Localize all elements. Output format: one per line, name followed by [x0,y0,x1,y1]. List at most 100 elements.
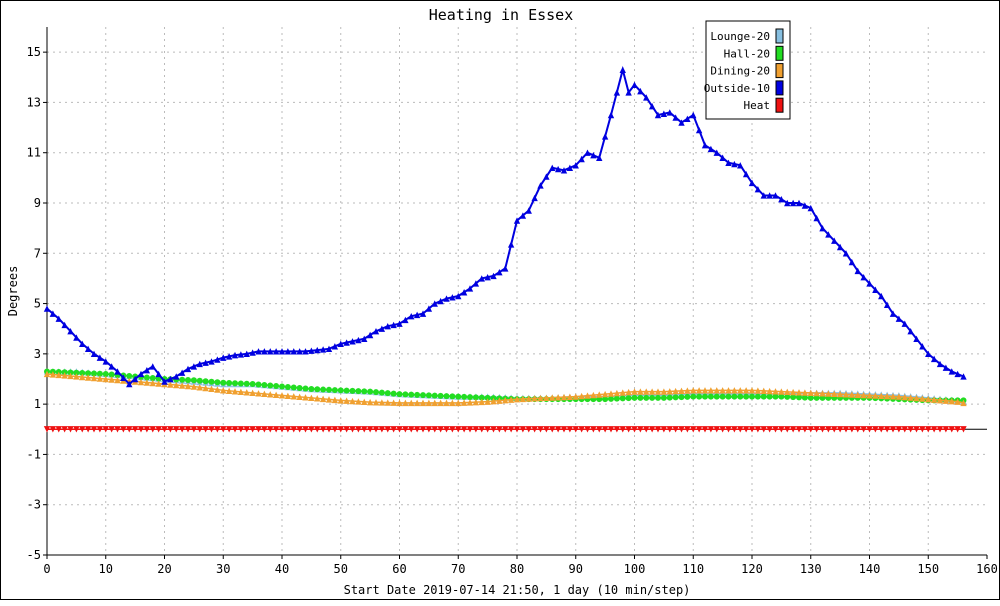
point-heat [349,426,356,433]
point-outside-10 [549,164,556,171]
point-heat [361,426,368,433]
point-heat [396,426,403,433]
x-tick-label: 30 [216,562,230,576]
point-dining-20 [361,398,368,405]
point-dining-20 [325,396,333,403]
axes: 0 10 20 30 40 50 60 70 80 90 100 110 120 130 140 150 160… [27,27,998,576]
point-outside-10 [678,119,685,126]
point-heat [243,426,250,433]
point-heat [143,426,151,433]
point-dining-20 [789,388,797,396]
point-dining-20 [408,399,415,407]
point-heat [578,426,585,433]
point-outside-10 [525,207,532,214]
point-dining-20 [795,389,803,396]
point-outside-10 [690,111,697,119]
point-hall-20 [249,381,256,388]
point-heat [648,426,656,433]
point-dining-20 [737,387,744,394]
point-outside-10 [161,378,168,385]
point-dining-20 [713,387,720,394]
point-heat [801,426,809,433]
point-hall-20 [702,393,708,400]
point-heat [325,426,333,433]
series-heat [43,426,967,433]
point-outside-10 [114,368,121,375]
point-heat [114,426,121,433]
point-heat [543,426,550,433]
point-hall-20 [232,380,238,387]
point-heat [231,426,239,433]
point-outside-10 [766,192,773,199]
point-heat [84,426,92,433]
point-dining-20 [801,389,809,396]
point-hall-20 [813,394,820,401]
point-heat [220,426,227,433]
point-heat [631,426,638,433]
point-dining-20 [936,396,944,404]
point-outside-10 [807,204,814,212]
point-dining-20 [572,393,579,400]
point-outside-10 [378,325,386,332]
point-outside-10 [137,370,145,378]
point-hall-20 [690,393,697,400]
point-dining-20 [660,388,668,395]
point-outside-10 [290,348,297,355]
point-outside-10 [925,350,932,358]
point-hall-20 [261,382,268,389]
point-hall-20 [678,394,685,401]
point-heat [319,426,327,433]
point-outside-10 [695,126,703,134]
point-heat [437,426,444,433]
point-outside-10 [719,154,726,161]
point-dining-20 [754,387,762,394]
point-dining-20 [402,399,409,407]
point-heat [813,426,820,433]
x-tick-label: 10 [99,562,113,576]
point-dining-20 [919,395,926,402]
point-hall-20 [255,381,262,388]
point-dining-20 [631,388,638,395]
point-heat [942,426,950,433]
point-dining-20 [55,371,62,379]
point-heat [789,426,797,433]
point-dining-20 [355,398,362,405]
point-outside-10 [848,258,856,266]
point-hall-20 [784,393,791,400]
x-tick-label: 140 [859,562,881,576]
point-dining-20 [255,390,262,397]
point-heat [731,426,738,433]
point-heat [637,426,644,433]
point-dining-20 [67,372,74,380]
point-heat [214,426,221,433]
point-dining-20 [237,388,245,396]
point-outside-10 [831,237,838,244]
point-heat [455,426,462,433]
point-dining-20 [842,391,850,398]
point-dining-20 [625,388,632,396]
point-dining-20 [190,383,198,390]
point-heat [413,426,421,433]
point-hall-20 [126,372,133,379]
grid-lines [47,27,987,555]
point-outside-10 [596,154,603,161]
point-dining-20 [560,393,568,401]
point-hall-20 [361,388,368,395]
point-outside-10 [960,373,967,380]
y-tick-label: 13 [27,95,41,109]
point-hall-20 [449,393,456,400]
x-tick-label: 100 [624,562,646,576]
point-heat [643,426,650,433]
point-dining-20 [79,373,86,381]
point-outside-10 [860,273,867,281]
point-dining-20 [278,392,286,399]
point-outside-10 [61,321,68,329]
point-hall-20 [719,393,726,400]
point-dining-20 [337,397,344,404]
point-outside-10 [919,343,926,350]
point-dining-20 [519,395,527,403]
point-dining-20 [431,399,438,407]
point-outside-10 [396,320,403,327]
point-hall-20 [649,394,656,401]
series-dining-20 [43,370,967,407]
